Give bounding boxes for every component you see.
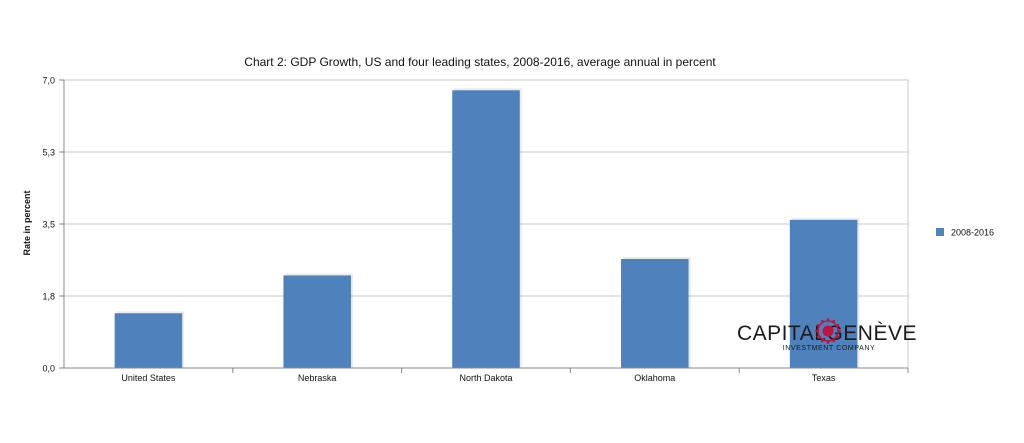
- x-tick-label: Oklahoma: [634, 373, 675, 383]
- bar-oklahoma: [621, 258, 689, 368]
- emblem-dot: [826, 341, 830, 344]
- x-tick-label: Nebraska: [298, 373, 337, 383]
- emblem-dot: [832, 339, 836, 343]
- chart-title: Chart 2: GDP Growth, US and four leading…: [244, 55, 716, 69]
- legend-label: 2008-2016: [951, 228, 994, 238]
- bar-texas: [789, 219, 858, 368]
- emblem-dot: [815, 329, 818, 333]
- x-tick-label: Texas: [812, 373, 836, 383]
- emblem-dot: [836, 323, 840, 327]
- brand-tagline: INVESTMENT COMPANY: [783, 345, 876, 352]
- bar-united-states: [114, 313, 183, 368]
- emblem-core: [822, 325, 834, 337]
- bars: [114, 88, 860, 369]
- emblem-dot: [816, 335, 820, 339]
- brand-logo: CAPITALGENÈVE INVESTMENT COMPANY: [737, 318, 917, 352]
- emblem-dot: [838, 329, 841, 333]
- y-tick-label: 0,0: [42, 364, 55, 374]
- y-tick-label: 1,8: [42, 292, 55, 302]
- emblem-dot: [820, 339, 824, 343]
- brand-name: CAPITALGENÈVE: [737, 322, 917, 345]
- y-tick-label: 3,5: [42, 220, 55, 230]
- emblem-dot: [816, 323, 820, 327]
- y-axis-label: Rate in percent: [22, 190, 32, 255]
- bar-north-dakota: [452, 90, 520, 369]
- bar-nebraska: [283, 275, 351, 368]
- y-tick-label: 5,3: [42, 148, 55, 158]
- emblem-dot: [820, 319, 824, 323]
- emblem-dot: [832, 319, 836, 323]
- x-tick-label: United States: [121, 373, 176, 383]
- x-tick-label: North Dakota: [459, 373, 512, 383]
- emblem-dot: [836, 335, 840, 339]
- emblem-dot: [826, 318, 830, 321]
- y-tick-label: 7,0: [42, 76, 55, 86]
- legend-swatch: [936, 228, 944, 236]
- emblem-ring: [817, 320, 839, 342]
- legend: 2008-2016: [936, 228, 994, 238]
- emblem-icon: [815, 318, 841, 344]
- axes: 0,0 1,8 3,5 5,3 7,0 United States Nebraska Nort…: [42, 76, 909, 383]
